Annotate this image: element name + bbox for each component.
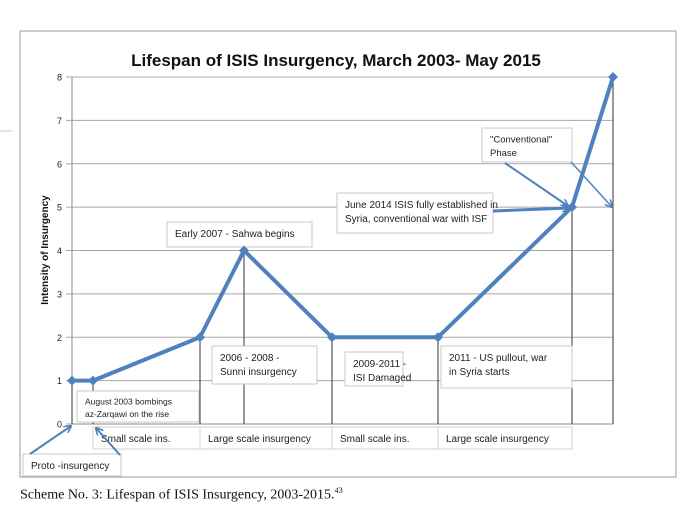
y-axis-label: Intensity of Insurgency — [40, 195, 51, 305]
annotation-pullout: 2011 - US pullout, war in Syria starts — [440, 345, 573, 389]
phase-labels: Small scale ins. Large scale insurgency Sm… — [92, 426, 573, 450]
annotations: August 2003 bombings az-Zarqawi on the ri… — [22, 127, 612, 477]
gridlines — [66, 76, 613, 425]
annotation-text: 2011 - US pullout, war — [449, 353, 548, 364]
phase-cell — [437, 426, 573, 450]
caption-footnote: 43 — [334, 486, 343, 495]
phase-label: Large scale insurgency — [446, 434, 549, 445]
annotation-sahwa: Early 2007 - Sahwa begins — [166, 221, 313, 248]
data-point — [88, 375, 98, 386]
data-point — [195, 332, 205, 343]
annotation-text: Proto -insurgency — [31, 461, 109, 472]
annotation-box — [76, 390, 200, 423]
annotation-aug2003: August 2003 bombings az-Zarqawi on the ri… — [76, 390, 200, 423]
annotation-box — [481, 127, 573, 163]
annotation-proto: Proto -insurgency — [22, 453, 122, 477]
annotation-text: June 2014 ISIS fully established in — [345, 200, 498, 211]
y-tick-label: 6 — [57, 159, 62, 169]
chart-title: Lifespan of ISIS Insurgency, March 2003-… — [131, 51, 541, 70]
annotation-box — [336, 192, 494, 234]
annotation-box — [211, 345, 318, 385]
y-tick-label: 0 — [57, 420, 62, 430]
arrow-conventional-left — [504, 162, 568, 206]
annotation-isi: 2009-2011 - ISI Damaged — [344, 351, 411, 387]
annotation-conventional: "Conventional" Phase — [481, 127, 573, 163]
annotation-text: August 2003 bombings — [85, 397, 172, 407]
annotation-text: Phase — [490, 148, 517, 159]
annotation-text: ISI Damaged — [353, 373, 411, 384]
annotation-text: az-Zarqawi on the rise — [85, 409, 169, 419]
phase-label: Small scale ins. — [340, 434, 409, 445]
annotation-text: 2006 - 2008 - — [220, 353, 280, 364]
annotation-box — [22, 453, 122, 477]
annotation-june2014: June 2014 ISIS fully established in Syria… — [336, 192, 498, 234]
data-point — [67, 375, 77, 386]
series-path — [72, 76, 615, 383]
annotation-sunni: 2006 - 2008 - Sunni insurgency — [211, 345, 318, 385]
data-point — [327, 332, 337, 343]
annotation-text: in Syria starts — [449, 367, 510, 378]
data-point — [239, 245, 249, 256]
annotation-box — [344, 351, 404, 387]
y-tick-label: 7 — [57, 116, 62, 126]
arrow-proto — [29, 426, 71, 455]
annotation-text: Early 2007 - Sahwa begins — [175, 229, 295, 240]
y-tick-label: 8 — [57, 73, 62, 83]
phase-label: Large scale insurgency — [208, 434, 311, 445]
annotation-text: Syria, conventional war with ISF — [345, 214, 487, 225]
annotation-box — [440, 345, 573, 389]
arrow-small-scale — [96, 428, 121, 456]
data-point — [433, 332, 443, 343]
y-tick-label: 1 — [57, 376, 62, 386]
y-tick-label: 4 — [57, 246, 62, 256]
y-tick-label: 5 — [57, 203, 62, 213]
figure-caption: Scheme No. 3: Lifespan of ISIS Insurgenc… — [20, 486, 343, 504]
data-point — [567, 202, 577, 213]
annotation-box — [166, 221, 313, 248]
annotation-text: 2009-2011 - — [353, 359, 406, 370]
series-line — [67, 72, 618, 386]
y-tick-label: 3 — [57, 289, 62, 299]
caption-text: Scheme No. 3: Lifespan of ISIS Insurgenc… — [20, 487, 335, 503]
data-point — [608, 72, 618, 82]
annotation-text: Sunni insurgency — [220, 367, 297, 378]
y-tick-label: 2 — [57, 333, 62, 343]
y-tick-labels: 0 1 2 3 4 5 6 7 8 — [57, 73, 62, 430]
arrow-june2014 — [492, 208, 569, 213]
phase-label: Small scale ins. — [101, 434, 170, 445]
arrow-conventional-right — [570, 161, 612, 207]
annotation-text: "Conventional" — [490, 135, 552, 146]
